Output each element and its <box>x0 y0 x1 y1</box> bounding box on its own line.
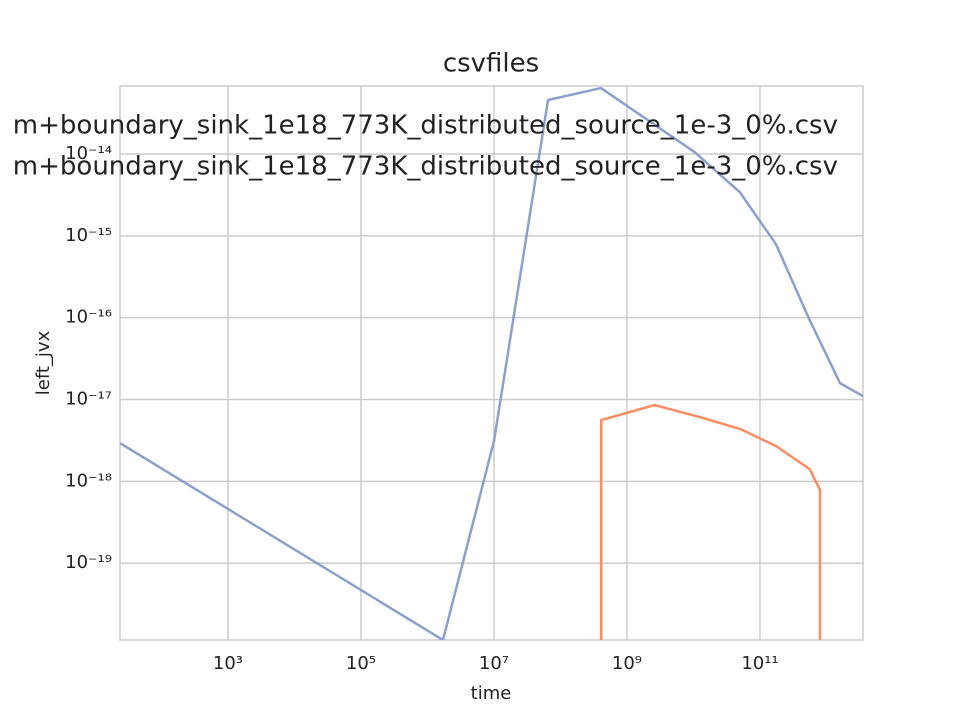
y-tick-label: 10⁻¹⁷ <box>65 388 112 409</box>
legend-entry: m+boundary_sink_1e18_773K_distributed_so… <box>13 111 838 141</box>
y-tick-label: 10⁻¹⁵ <box>65 225 112 246</box>
x-axis-label: time <box>471 683 512 704</box>
legend-entry: m+boundary_sink_1e18_773K_distributed_so… <box>13 152 838 182</box>
x-tick-label: 10⁷ <box>479 653 509 674</box>
y-tick-label: 10⁻¹⁶ <box>65 307 112 328</box>
x-tick-label: 10¹¹ <box>741 653 778 674</box>
y-tick-label: 10⁻¹⁸ <box>65 470 112 491</box>
y-axis-label: left_jvx <box>33 330 54 395</box>
data-line <box>120 86 863 640</box>
chart-title: csvfiles <box>443 49 539 79</box>
plot-area <box>120 86 863 640</box>
data-line <box>599 403 822 640</box>
x-tick-label: 10³ <box>213 653 243 674</box>
plot-frame <box>119 85 864 641</box>
x-tick-label: 10⁹ <box>612 653 642 674</box>
y-tick-label: 10⁻¹⁹ <box>65 552 112 573</box>
x-tick-label: 10⁵ <box>346 653 376 674</box>
y-tick-label: 10⁻¹⁴ <box>65 143 112 164</box>
